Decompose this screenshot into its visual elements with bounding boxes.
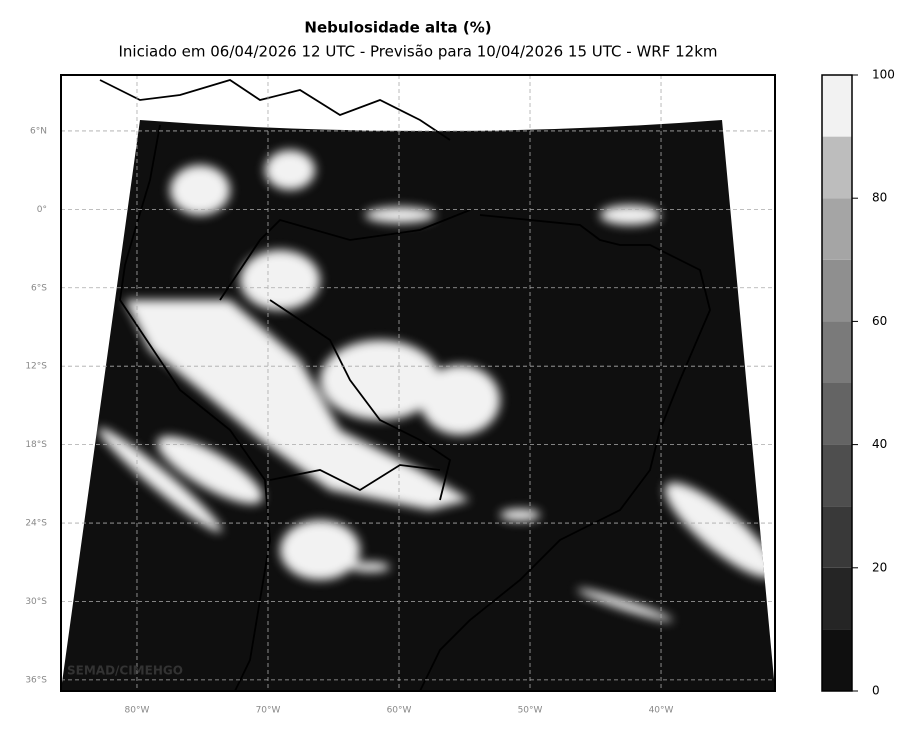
lon-label: 70°W [256, 706, 281, 716]
colorbar-band [822, 321, 852, 383]
lat-label: 24°S [25, 519, 47, 529]
lon-label: 50°W [518, 706, 543, 716]
lon-label: 40°W [649, 706, 674, 716]
watermark: SEMAD/CIMEHGO [67, 664, 183, 678]
colorbar-band [822, 506, 852, 568]
lat-label: 18°S [25, 440, 47, 450]
colorbar-band [822, 567, 852, 630]
lat-label: 36°S [25, 675, 47, 685]
colorbar-tick-label: 80 [872, 191, 887, 205]
colorbar-frame [821, 74, 853, 692]
lat-label: 12°S [25, 362, 47, 372]
colorbar-band [822, 136, 852, 199]
colorbar-band [822, 198, 852, 260]
colorbar-tick-label: 100 [872, 68, 895, 82]
graticule: 6°N 0° 6°S 12°S 18°S 24°S 30°S 36°S 80°W 70°W 60°W… [25, 75, 775, 716]
colorbar-tick-label: 0 [872, 684, 880, 698]
map-frame [60, 74, 776, 692]
lat-label: 6°S [31, 283, 47, 293]
colorbar-band [822, 444, 852, 507]
lat-label: 0° [37, 205, 47, 215]
colorbar-band [822, 629, 852, 691]
lon-label: 60°W [387, 706, 412, 716]
colorbar: 0 20 40 60 80 100 [821, 68, 895, 698]
colorbar-band [822, 75, 852, 137]
lon-label: 80°W [125, 706, 150, 716]
colorbar-tick-label: 20 [872, 560, 887, 574]
colorbar-band [822, 259, 852, 322]
title: Nebulosidade alta (%) [304, 19, 491, 37]
map-imagery [61, 75, 775, 692]
colorbar-tick-label: 40 [872, 437, 887, 451]
subtitle: Iniciado em 06/04/2026 12 UTC - Previsão… [118, 43, 717, 61]
colorbar-tick-label: 60 [872, 314, 887, 328]
lat-label: 6°N [30, 126, 47, 136]
lat-label: 30°S [25, 597, 47, 607]
colorbar-band [822, 383, 852, 445]
